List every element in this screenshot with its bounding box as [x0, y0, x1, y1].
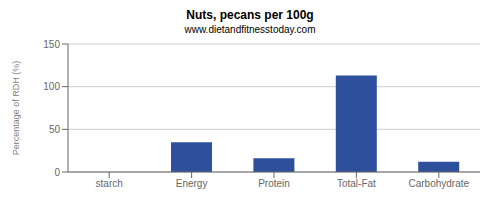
svg-text:Carbohydrate: Carbohydrate — [409, 178, 470, 189]
svg-text:Protein: Protein — [258, 178, 290, 189]
svg-text:50: 50 — [49, 124, 61, 135]
svg-text:Total-Fat: Total-Fat — [337, 178, 376, 189]
svg-text:100: 100 — [43, 81, 60, 92]
html-text:www.dietandfitnesstoday.com: www.dietandfitnesstoday.com — [184, 24, 316, 35]
svg-text:0: 0 — [54, 167, 60, 178]
svg-text:Percentage of RDH (%): Percentage of RDH (%) — [11, 61, 21, 156]
svg-text:Energy: Energy — [176, 178, 208, 189]
svg-text:150: 150 — [43, 39, 60, 50]
html-text:Nuts, pecans per 100g: Nuts, pecans per 100g — [186, 8, 314, 22]
svg-text:starch: starch — [96, 178, 123, 189]
